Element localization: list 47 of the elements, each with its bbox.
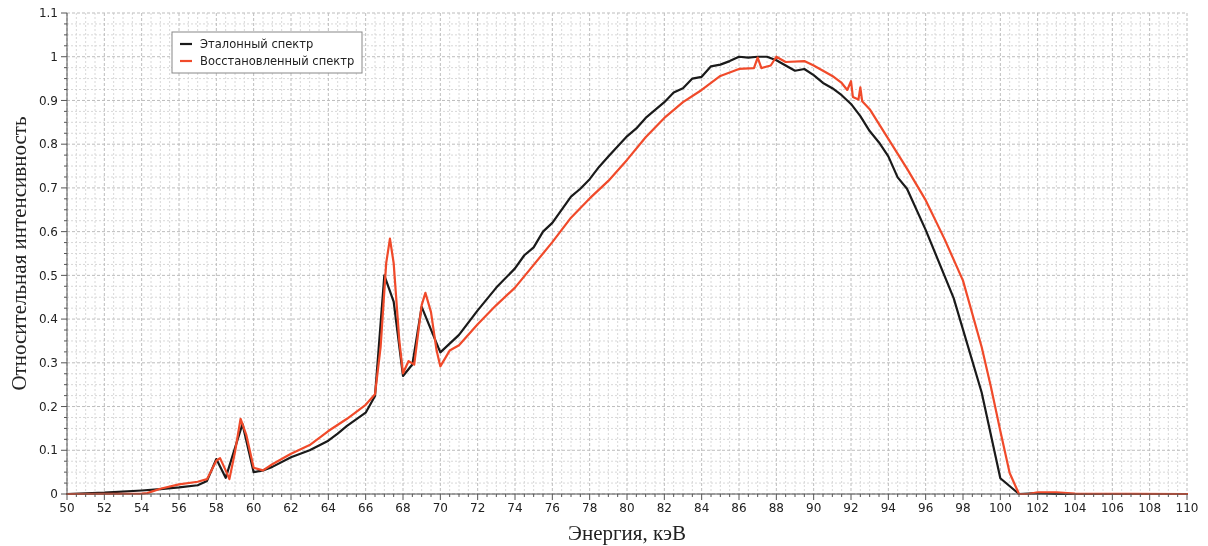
y-tick-label: 0.8 xyxy=(38,137,58,152)
y-tick-label: 1 xyxy=(50,49,58,64)
x-tick-label: 108 xyxy=(1138,501,1162,515)
x-tick-label: 60 xyxy=(246,501,262,515)
y-tick-label: 0.2 xyxy=(38,399,58,414)
x-tick-label: 62 xyxy=(283,501,299,515)
x-tick-label: 54 xyxy=(134,501,150,515)
x-tick-label: 64 xyxy=(320,501,336,515)
x-tick-label: 106 xyxy=(1100,501,1124,515)
x-axis-title: Энергия, кэВ xyxy=(568,521,686,545)
x-tick-label: 86 xyxy=(731,501,747,515)
x-tick-label: 102 xyxy=(1026,501,1050,515)
x-tick-label: 90 xyxy=(806,501,822,515)
y-tick-label: 1.1 xyxy=(38,6,58,21)
x-tick-label: 74 xyxy=(507,501,523,515)
x-tick-label: 84 xyxy=(694,501,710,515)
y-tick-label: 0.1 xyxy=(38,443,58,458)
x-tick-label: 56 xyxy=(171,501,187,515)
x-tick-label: 72 xyxy=(470,501,486,515)
x-tick-label: 100 xyxy=(988,501,1012,515)
legend-label: Восстановленный спектр xyxy=(200,54,355,69)
legend-label: Эталонный спектр xyxy=(200,37,314,52)
y-tick-label: 0 xyxy=(50,487,58,502)
x-tick-label: 66 xyxy=(358,501,374,515)
x-tick-label: 98 xyxy=(955,501,971,515)
x-tick-label: 96 xyxy=(918,501,934,515)
x-tick-label: 58 xyxy=(208,501,224,515)
x-tick-label: 76 xyxy=(544,501,560,515)
x-tick-label: 110 xyxy=(1175,501,1199,515)
x-tick-label: 52 xyxy=(96,501,112,515)
x-tick-label: 78 xyxy=(582,501,598,515)
x-tick-label: 80 xyxy=(619,501,635,515)
y-tick-label: 0.5 xyxy=(38,268,58,283)
y-tick-label: 0.7 xyxy=(38,181,58,196)
x-tick-label: 68 xyxy=(395,501,411,515)
y-axis-title: Относительная интенсивность xyxy=(7,116,31,391)
x-tick-label: 104 xyxy=(1063,501,1087,515)
y-tick-label: 0.6 xyxy=(38,224,58,239)
x-tick-label: 94 xyxy=(880,501,896,515)
y-tick-label: 0.3 xyxy=(38,356,58,371)
x-tick-label: 92 xyxy=(843,501,859,515)
x-tick-label: 70 xyxy=(432,501,448,515)
x-tick-label: 88 xyxy=(768,501,784,515)
x-tick-label: 50 xyxy=(59,501,75,515)
y-tick-label: 0.9 xyxy=(38,93,58,108)
x-tick-label: 82 xyxy=(656,501,672,515)
y-tick-label: 0.4 xyxy=(38,312,58,327)
